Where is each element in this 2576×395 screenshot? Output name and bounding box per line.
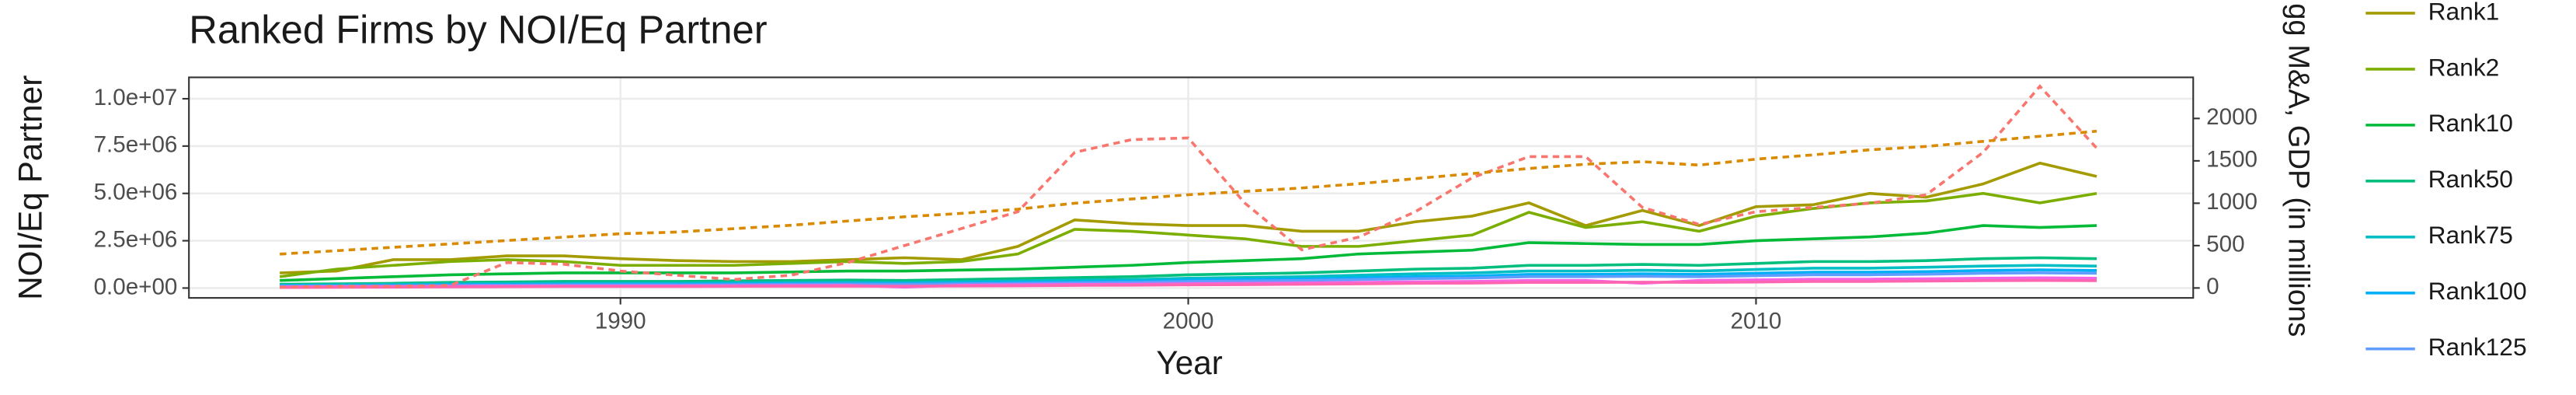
legend-label: Rank50 <box>2428 165 2513 193</box>
plot-background <box>189 77 2194 299</box>
x-tick-label: 2000 <box>1163 309 1214 334</box>
legend-label: Rank75 <box>2428 221 2513 249</box>
chart-title: Ranked Firms by NOI/Eq Partner <box>189 8 768 52</box>
legend-label: Rank100 <box>2428 277 2527 305</box>
y-tick-label: 1.0e+07 <box>94 85 178 110</box>
series-line <box>280 161 2097 274</box>
y-tick-label: 5.0e+06 <box>94 180 178 205</box>
y2-tick-label: 2000 <box>2206 104 2257 130</box>
dashed-line <box>280 84 2098 289</box>
legend-label: Rank2 <box>2428 53 2500 81</box>
x-axis-title: Year <box>1156 344 1222 381</box>
y-tick-label: 2.5e+06 <box>94 226 178 252</box>
x-tick-label: 1990 <box>595 309 646 334</box>
y-tick-label: 7.5e+06 <box>94 132 178 158</box>
y2-tick-label: 0 <box>2206 274 2219 299</box>
series-line <box>279 191 2097 278</box>
x-tick-label: 2010 <box>1731 309 1782 334</box>
y2-tick-label: 1000 <box>2206 189 2257 215</box>
dashed-line <box>280 129 2097 256</box>
plot-border <box>188 76 2195 299</box>
series-line <box>280 224 2097 282</box>
legend-label: Rank125 <box>2428 333 2527 361</box>
y-tick-label: 0.0e+00 <box>94 274 178 299</box>
y2-tick-label: 1500 <box>2206 147 2257 173</box>
legend-label: Rank1 <box>2428 0 2500 25</box>
series-line <box>280 278 2097 289</box>
y2-axis-title: gg M&A, GDP (in millions <box>2282 3 2314 337</box>
y-axis-title: NOI/Eq Partner <box>12 75 48 300</box>
series-line <box>280 256 2097 286</box>
legend-label: Rank10 <box>2428 109 2513 137</box>
y2-tick-label: 500 <box>2206 232 2244 257</box>
